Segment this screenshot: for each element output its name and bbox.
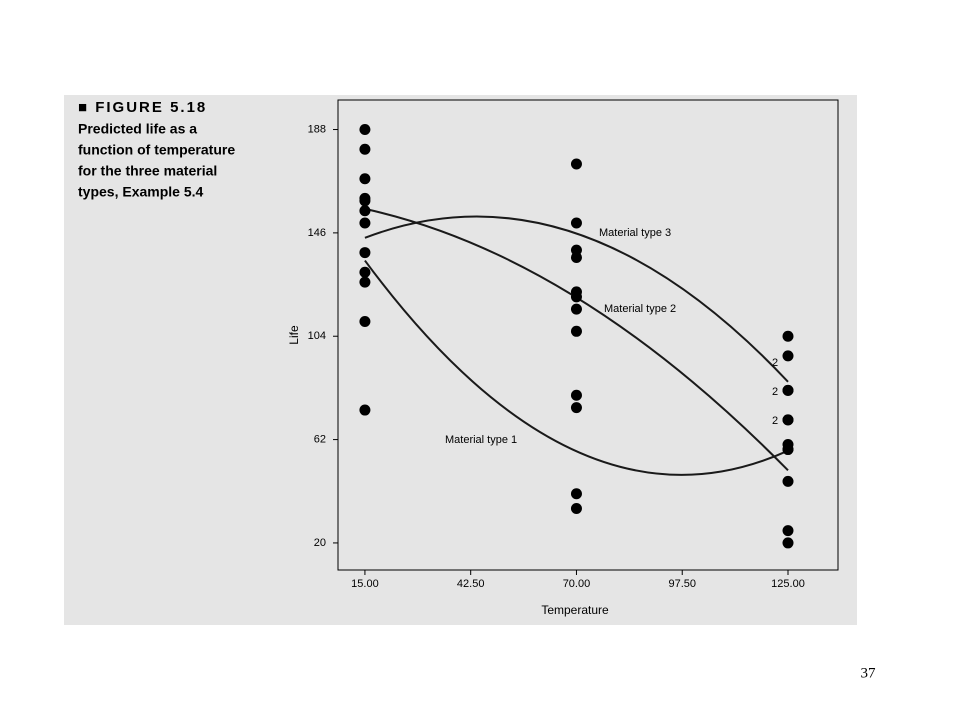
data-point [359, 205, 371, 217]
caption: Predicted life as a function of temperatu… [78, 121, 235, 200]
data-point [570, 389, 582, 401]
data-point [359, 217, 371, 229]
y-tick-label: 104 [308, 330, 326, 342]
data-point [570, 303, 582, 315]
data-point [359, 143, 371, 155]
overlap-count: 2 [772, 386, 778, 398]
y-axis-label: Life [287, 325, 301, 345]
data-point [570, 217, 582, 229]
data-point [782, 439, 794, 451]
figure-panel [64, 95, 857, 625]
data-point [359, 247, 371, 259]
overlap-count: 2 [772, 357, 778, 369]
curve-label: Material type 1 [445, 434, 517, 446]
caption-line: function of temperature [78, 142, 235, 158]
data-point [570, 325, 582, 337]
y-tick-label: 62 [314, 433, 326, 445]
data-point [782, 414, 794, 426]
overlap-count: 2 [772, 415, 778, 427]
curve-label: Material type 3 [599, 227, 671, 239]
data-point [359, 173, 371, 185]
data-point [570, 291, 582, 303]
plot-frame [337, 99, 839, 571]
caption-line: for the three material [78, 163, 217, 179]
page-number: 37 [861, 665, 877, 681]
data-point [782, 350, 794, 362]
y-tick-label: 146 [308, 227, 326, 239]
data-point [359, 404, 371, 416]
fitted-curve [364, 215, 789, 383]
caption-line: Predicted life as a [78, 121, 197, 137]
x-tick-label: 125.00 [771, 578, 805, 590]
fitted-curve [364, 259, 789, 476]
x-axis-label: Temperature [541, 603, 609, 617]
x-tick-label: 97.50 [668, 578, 696, 590]
caption-line: types, Example 5.4 [78, 184, 204, 200]
data-point [570, 244, 582, 256]
data-point [359, 192, 371, 204]
x-tick-label: 70.00 [563, 578, 591, 590]
data-point [782, 475, 794, 487]
figure-label: ■ FIGURE 5.18 [78, 99, 207, 116]
y-tick-label: 188 [308, 123, 326, 135]
data-point [359, 276, 371, 288]
data-point [359, 315, 371, 327]
data-point [782, 384, 794, 396]
data-point [359, 266, 371, 278]
y-tick-label: 20 [314, 537, 326, 549]
data-point [570, 158, 582, 170]
data-point [570, 402, 582, 414]
x-tick-label: 15.00 [351, 578, 379, 590]
data-point [782, 537, 794, 549]
data-point [570, 502, 582, 514]
x-tick-label: 42.50 [457, 578, 485, 590]
data-point [782, 525, 794, 537]
data-point [359, 124, 371, 136]
curve-label: Material type 2 [604, 303, 676, 315]
data-point [782, 330, 794, 342]
data-point [570, 488, 582, 500]
